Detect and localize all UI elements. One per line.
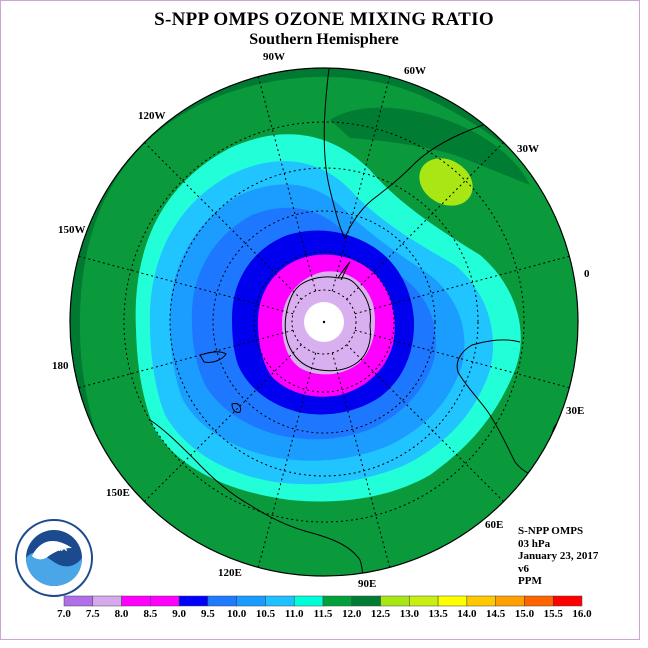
info-date: January 23, 2017 [518, 550, 599, 562]
colorbar-segment [178, 595, 209, 607]
lon-label-120e: 120E [218, 567, 242, 579]
south-pole-point [322, 320, 326, 324]
latitude-circles [123, 121, 525, 523]
info-units: PPM [518, 575, 542, 587]
colorbar-tick-label: 10.5 [255, 608, 276, 620]
colorbar-tick-label: 8.0 [114, 608, 129, 620]
meridian-line [257, 352, 317, 568]
colorbar-tick-label: 11.0 [284, 608, 304, 620]
meridian-line [354, 255, 570, 315]
colorbar-segment [466, 595, 496, 607]
meridian-line [78, 329, 294, 389]
coast-tasmania [231, 403, 241, 413]
colorbar [63, 595, 583, 607]
lon-label-90e: 90E [358, 578, 377, 590]
colorbar-tick-label: 14.0 [457, 608, 477, 620]
map-info: S-NPP OMPS 03 hPa January 23, 2017 v6 PP… [518, 525, 598, 588]
colorbar-tick-label: 9.5 [201, 608, 215, 620]
lat-circle-80 [291, 289, 357, 355]
colorbar-tick-label: 13.0 [399, 608, 419, 620]
meridian-line [257, 76, 317, 292]
map-boundary [69, 67, 579, 577]
lon-label-30w: 30W [517, 143, 539, 155]
lat-circle-60 [212, 210, 436, 434]
colorbar-tick-label: 8.5 [143, 608, 158, 620]
meridian-line [354, 329, 570, 389]
colorbar-tick-label: 13.5 [428, 608, 448, 620]
lon-label-180: 180 [52, 360, 69, 372]
colorbar-tick-label: 14.5 [486, 608, 506, 620]
lon-label-30e: 30E [566, 405, 585, 417]
lon-label-120w: 120W [138, 110, 166, 122]
lon-label-150w: 150W [58, 224, 86, 236]
lat-circle-70 [253, 251, 395, 393]
colorbar-tick-label: 12.5 [370, 608, 391, 620]
colorbar-tick-label: 11.5 [313, 608, 333, 620]
map-subtitle: Southern Hemisphere [249, 31, 399, 48]
colorbar-segment [293, 595, 324, 607]
meridian-line [346, 142, 504, 300]
lon-label-60w: 60W [404, 65, 426, 77]
field-dark-band [330, 107, 530, 185]
noaa-logo-text: NOAA [41, 543, 68, 553]
noaa-logo: NOAA [15, 519, 93, 597]
lon-label-60e: 60E [485, 519, 504, 531]
meridian-line [331, 352, 391, 568]
noaa-logo-wave [26, 552, 82, 586]
map-title: S-NPP OMPS OZONE MIXING RATIO [154, 9, 494, 30]
field-high-patch [419, 158, 473, 206]
lon-label-90w: 90W [263, 51, 285, 63]
colorbar-tick-label: 7.5 [85, 608, 100, 620]
colorbar-tick-label: 10.0 [227, 608, 247, 620]
colorbar-segment [63, 595, 94, 607]
colorbar-segment [351, 595, 381, 607]
colorbar-tick-label: 15.5 [543, 608, 563, 620]
coast-australia [149, 419, 364, 576]
meridian-line [144, 142, 302, 300]
colorbar-segment [92, 595, 122, 607]
colorbar-tick-label: 15.0 [514, 608, 535, 620]
colorbar-segment [265, 595, 295, 607]
longitude-lines [78, 76, 570, 568]
colorbar-segment [380, 595, 410, 607]
colorbar-segment [236, 595, 266, 607]
coast-africa [456, 339, 561, 479]
meridian-line [346, 344, 504, 502]
coast-new-zealand [199, 351, 227, 363]
meridian-line [331, 76, 391, 292]
colorbar-segment [524, 595, 554, 607]
colorbar-tick-label: 12.0 [342, 608, 362, 620]
info-instrument: S-NPP OMPS [518, 525, 584, 537]
colorbar-tick-label: 9.0 [172, 608, 186, 620]
colorbar-segment [322, 595, 353, 607]
coastlines [149, 68, 567, 576]
coast-south-america [323, 68, 541, 240]
lon-label-150e: 150E [106, 487, 130, 499]
colorbar-segment [207, 595, 237, 607]
coast-antarctic-peninsula [337, 261, 351, 281]
colorbar-tick-label: 16.0 [572, 608, 592, 620]
meridian-line [78, 255, 294, 315]
colorbar-segment [121, 595, 151, 607]
colorbar-segment [495, 595, 525, 607]
colorbar-tick-label: 7.0 [57, 608, 71, 620]
meridian-line [144, 344, 302, 502]
colorbar-segment [409, 595, 439, 607]
coast-antarctica [284, 276, 371, 372]
colorbar-segment [150, 595, 180, 607]
info-level: 03 hPa [518, 537, 551, 550]
info-version: v6 [518, 562, 529, 575]
noaa-logo-bird [32, 541, 72, 560]
plot-frame [0, 0, 640, 640]
lon-label-0: 0 [584, 268, 590, 280]
lat-circle-40 [123, 121, 525, 523]
lat-circle-50 [169, 167, 479, 477]
colorbar-segment [437, 595, 468, 607]
colorbar-segment [552, 595, 583, 607]
ozone-field [70, 68, 578, 576]
